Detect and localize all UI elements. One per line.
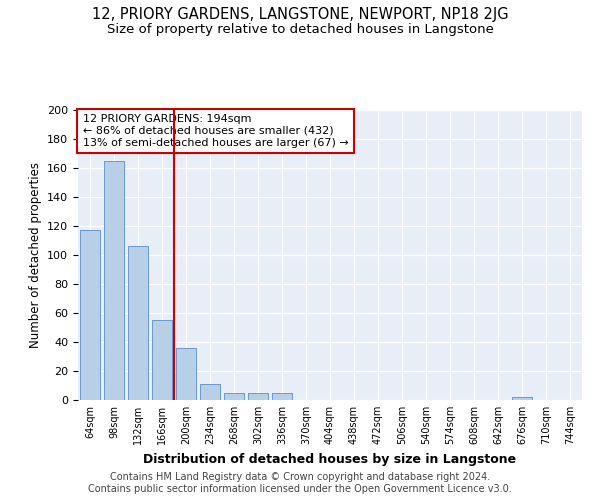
Bar	[200, 384, 220, 400]
Bar	[512, 397, 532, 400]
Bar	[128, 246, 148, 400]
Bar	[272, 393, 292, 400]
Bar	[224, 393, 244, 400]
X-axis label: Distribution of detached houses by size in Langstone: Distribution of detached houses by size …	[143, 452, 517, 466]
Text: Contains HM Land Registry data © Crown copyright and database right 2024.
Contai: Contains HM Land Registry data © Crown c…	[88, 472, 512, 494]
Text: 12 PRIORY GARDENS: 194sqm
← 86% of detached houses are smaller (432)
13% of semi: 12 PRIORY GARDENS: 194sqm ← 86% of detac…	[83, 114, 349, 148]
Bar	[104, 161, 124, 400]
Bar	[152, 320, 172, 400]
Bar	[176, 348, 196, 400]
Text: 12, PRIORY GARDENS, LANGSTONE, NEWPORT, NP18 2JG: 12, PRIORY GARDENS, LANGSTONE, NEWPORT, …	[92, 8, 508, 22]
Y-axis label: Number of detached properties: Number of detached properties	[29, 162, 41, 348]
Text: Size of property relative to detached houses in Langstone: Size of property relative to detached ho…	[107, 22, 493, 36]
Bar	[248, 393, 268, 400]
Bar	[80, 230, 100, 400]
